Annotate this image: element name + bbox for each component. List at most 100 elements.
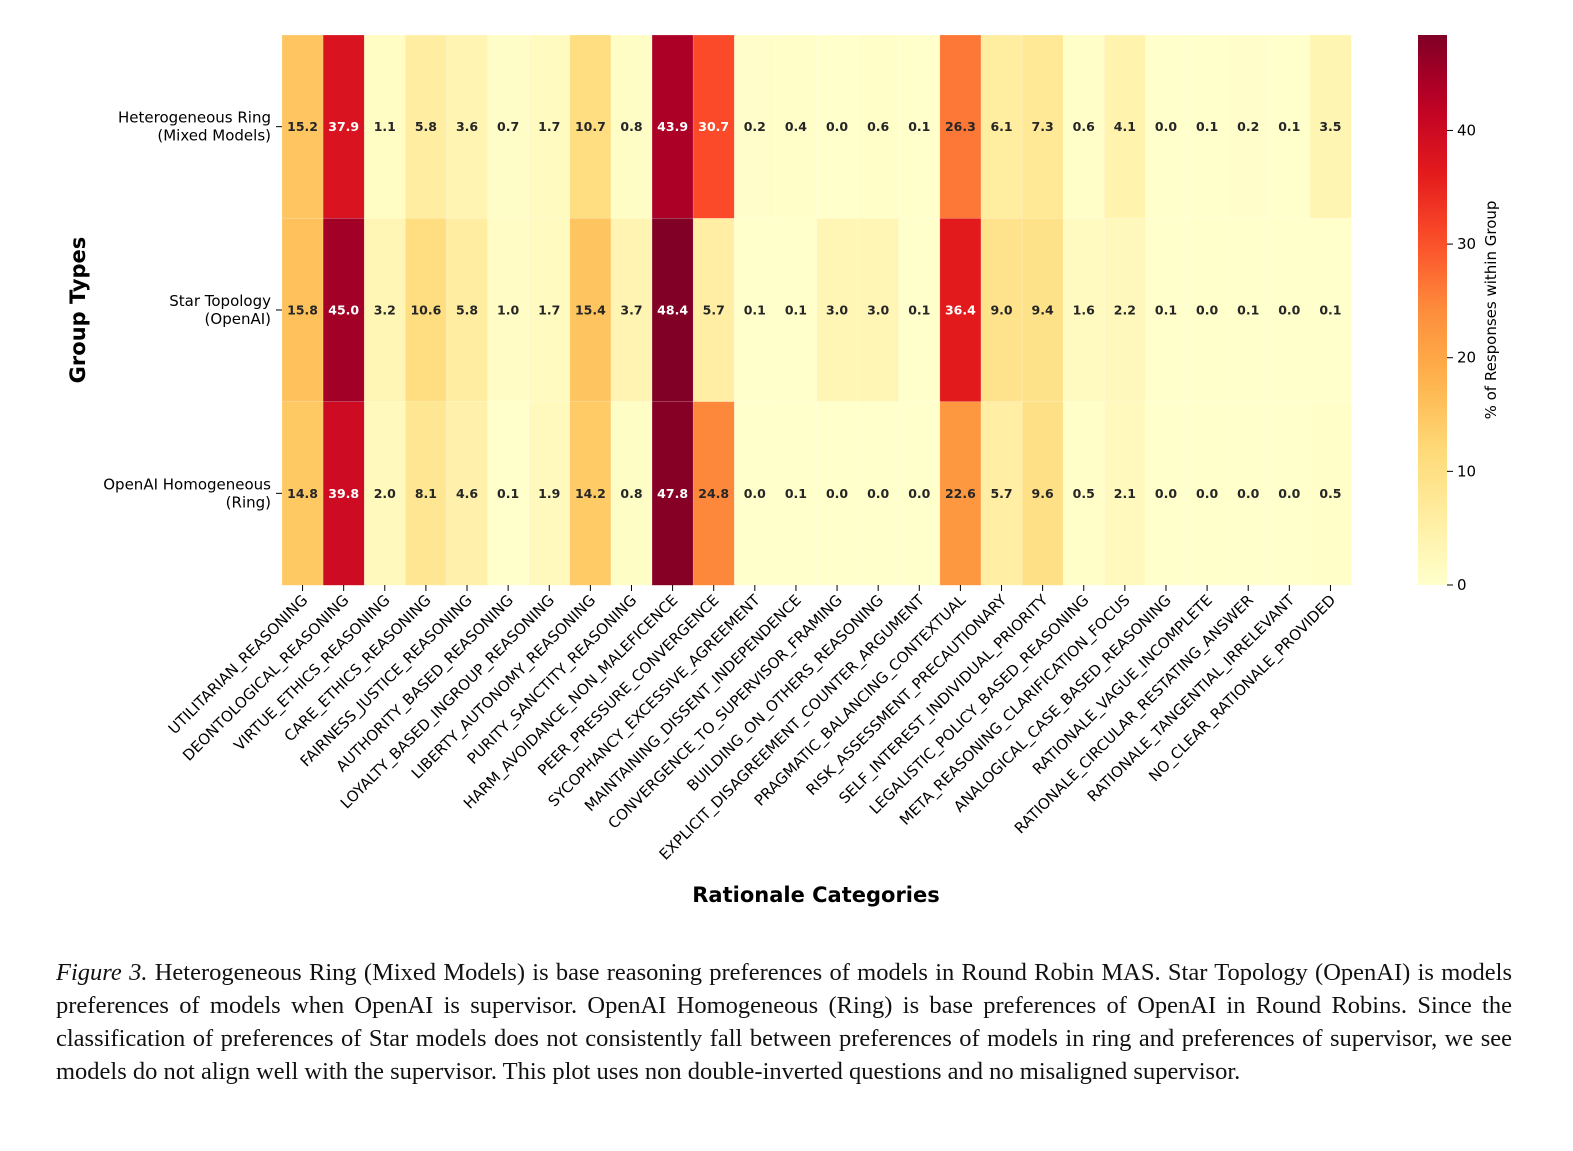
heatmap-cell bbox=[1062, 34, 1105, 219]
heatmap-cell bbox=[1268, 401, 1311, 586]
cell-value-label: 7.3 bbox=[1032, 119, 1054, 134]
heatmap-cell bbox=[1062, 218, 1105, 403]
x-axis: UTILITARIAN_REASONINGDEONTOLOGICAL_REASO… bbox=[165, 585, 1340, 864]
heatmap-cell bbox=[1104, 401, 1147, 586]
heatmap-cell bbox=[1145, 34, 1188, 219]
cell-value-label: 45.0 bbox=[328, 303, 359, 318]
cell-value-label: 0.1 bbox=[1155, 303, 1177, 318]
heatmap-cell bbox=[446, 34, 489, 219]
heatmap-cell bbox=[692, 218, 735, 403]
heatmap-cell bbox=[939, 218, 982, 403]
cell-value-label: 0.1 bbox=[744, 303, 766, 318]
cell-value-label: 15.4 bbox=[575, 303, 606, 318]
cell-value-label: 0.1 bbox=[1319, 303, 1341, 318]
heatmap-cell bbox=[1186, 34, 1229, 219]
cell-value-label: 9.0 bbox=[990, 303, 1012, 318]
cell-value-label: 37.9 bbox=[328, 119, 359, 134]
heatmap-cell bbox=[1268, 218, 1311, 403]
cell-value-label: 0.1 bbox=[785, 303, 807, 318]
cell-value-label: 0.2 bbox=[744, 119, 766, 134]
cell-value-label: 0.0 bbox=[867, 486, 889, 501]
heatmap-cell bbox=[363, 401, 406, 586]
cell-value-label: 5.7 bbox=[703, 303, 725, 318]
cell-value-label: 0.0 bbox=[744, 486, 766, 501]
heatmap-cell-labels: 15.2 37.9 1.1 5.8 3.6 0.7 1.7 10.7 0.8 43.9 30.7 0.… bbox=[287, 119, 1341, 501]
cell-value-label: 1.1 bbox=[374, 119, 396, 134]
heatmap-cell bbox=[1021, 218, 1064, 403]
cell-value-label: 0.1 bbox=[908, 303, 930, 318]
heatmap-cell bbox=[980, 34, 1023, 219]
heatmap-cell bbox=[322, 401, 365, 586]
heatmap-cell bbox=[816, 34, 859, 219]
heatmap-cell bbox=[610, 218, 653, 403]
heatmap-cell bbox=[405, 401, 448, 586]
heatmap-cell bbox=[610, 401, 653, 586]
heatmap-cell bbox=[1021, 34, 1064, 219]
heatmap-cell bbox=[1145, 218, 1188, 403]
cell-value-label: 26.3 bbox=[945, 119, 976, 134]
cell-value-label: 0.0 bbox=[826, 486, 848, 501]
heatmap-cell bbox=[1309, 401, 1352, 586]
cell-value-label: 0.1 bbox=[785, 486, 807, 501]
cell-value-label: 9.6 bbox=[1032, 486, 1054, 501]
heatmap-cell bbox=[1309, 34, 1352, 219]
cell-value-label: 3.5 bbox=[1319, 119, 1341, 134]
cell-value-label: 0.1 bbox=[497, 486, 519, 501]
cell-value-label: 1.9 bbox=[538, 486, 560, 501]
colorbar-label: % of Responses within Group bbox=[1482, 201, 1500, 420]
cell-value-label: 0.1 bbox=[1237, 303, 1259, 318]
y-tick-label: Heterogeneous Ring (Mixed Models) bbox=[118, 109, 271, 145]
heatmap-cell bbox=[1062, 401, 1105, 586]
heatmap-cell bbox=[898, 401, 941, 586]
cell-value-label: 1.0 bbox=[497, 303, 519, 318]
cell-value-label: 0.0 bbox=[1155, 119, 1177, 134]
cell-value-label: 0.0 bbox=[826, 119, 848, 134]
cell-value-label: 0.5 bbox=[1073, 486, 1095, 501]
cell-value-label: 0.4 bbox=[785, 119, 807, 134]
cell-value-label: 36.4 bbox=[945, 303, 976, 318]
cell-value-label: 14.8 bbox=[287, 486, 318, 501]
cell-value-label: 0.6 bbox=[1073, 119, 1095, 134]
cell-value-label: 39.8 bbox=[328, 486, 359, 501]
cell-value-label: 1.7 bbox=[538, 119, 560, 134]
y-tick-label: Star Topology (OpenAI) bbox=[169, 292, 271, 328]
heatmap-cell bbox=[939, 34, 982, 219]
cell-value-label: 0.0 bbox=[1278, 486, 1300, 501]
heatmap-cell bbox=[1104, 218, 1147, 403]
cell-value-label: 47.8 bbox=[657, 486, 688, 501]
cell-value-label: 0.0 bbox=[1278, 303, 1300, 318]
heatmap-cell bbox=[1227, 401, 1270, 586]
heatmap-cell bbox=[405, 34, 448, 219]
colorbar-tick-label: 10 bbox=[1457, 462, 1476, 480]
cell-value-label: 0.6 bbox=[867, 119, 889, 134]
heatmap-cell bbox=[857, 401, 900, 586]
heatmap-chart: 15.2 37.9 1.1 5.8 3.6 0.7 1.7 10.7 0.8 43.9 30.7 0.… bbox=[66, 34, 1500, 907]
heatmap-cell bbox=[322, 218, 365, 403]
cell-value-label: 15.2 bbox=[287, 119, 318, 134]
cell-value-label: 0.0 bbox=[1196, 303, 1218, 318]
cell-value-label: 30.7 bbox=[698, 119, 729, 134]
cell-value-label: 2.1 bbox=[1114, 486, 1136, 501]
heatmap-cell bbox=[1309, 218, 1352, 403]
heatmap-cell bbox=[363, 218, 406, 403]
heatmap-cell bbox=[1104, 34, 1147, 219]
cell-value-label: 0.8 bbox=[620, 119, 642, 134]
cell-value-label: 6.1 bbox=[990, 119, 1012, 134]
cell-value-label: 10.7 bbox=[575, 119, 606, 134]
cell-value-label: 5.8 bbox=[415, 119, 437, 134]
heatmap-cell bbox=[322, 34, 365, 219]
heatmap-cell bbox=[733, 218, 776, 403]
heatmap-cell bbox=[980, 401, 1023, 586]
heatmap-cell bbox=[569, 34, 612, 219]
cell-value-label: 0.5 bbox=[1319, 486, 1341, 501]
cell-value-label: 9.4 bbox=[1032, 303, 1054, 318]
cell-value-label: 4.1 bbox=[1114, 119, 1136, 134]
x-axis-title: Rationale Categories bbox=[692, 883, 940, 907]
cell-value-label: 4.6 bbox=[456, 486, 478, 501]
colorbar-tick-label: 40 bbox=[1457, 121, 1476, 139]
y-axis: Heterogeneous Ring (Mixed Models) Star Top… bbox=[103, 109, 282, 511]
heatmap-cell bbox=[281, 401, 324, 586]
cell-value-label: 0.1 bbox=[1278, 119, 1300, 134]
colorbar-tick-label: 20 bbox=[1457, 349, 1476, 367]
cell-value-label: 0.2 bbox=[1237, 119, 1259, 134]
